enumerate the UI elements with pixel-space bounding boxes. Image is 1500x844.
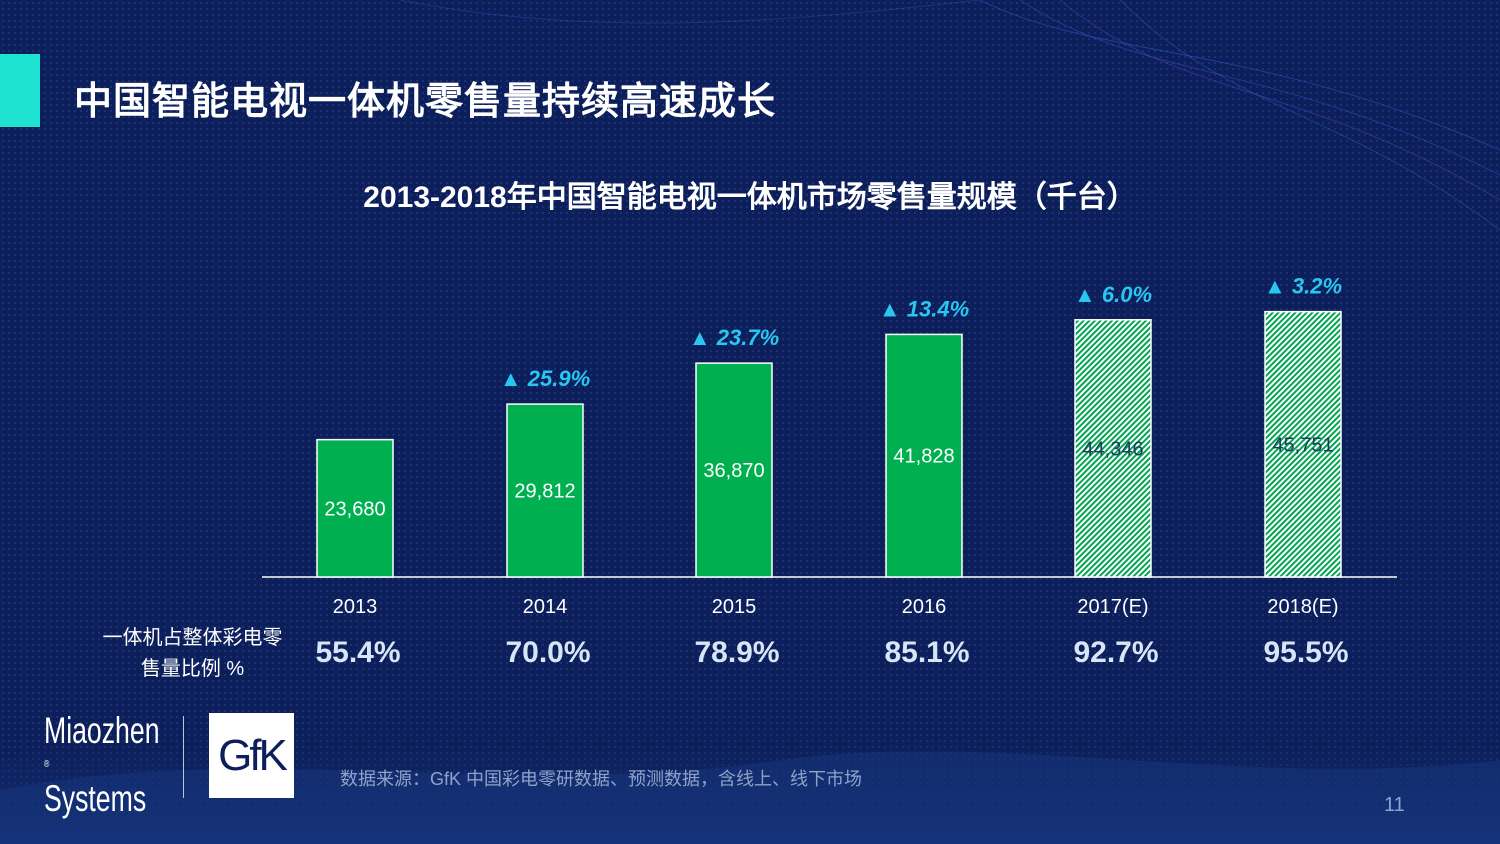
bar-value-label: 44,346	[1082, 438, 1143, 460]
share-value: 70.0%	[505, 636, 591, 669]
share-value: 55.4%	[315, 636, 401, 669]
miaozhen-logo: Miaozhen ® Systems	[44, 710, 160, 819]
share-value: 78.9%	[694, 636, 780, 669]
x-tick-label: 2016	[902, 596, 947, 618]
share-value: 95.5%	[1263, 636, 1349, 669]
growth-label: ▲ 13.4%	[879, 296, 969, 321]
x-tick-label: 2013	[333, 596, 378, 618]
x-tick-label: 2018(E)	[1267, 596, 1338, 618]
page-number: 11	[1384, 794, 1405, 816]
gfk-logo: GfK	[209, 713, 294, 798]
growth-label: ▲ 25.9%	[500, 366, 590, 391]
share-value: 92.7%	[1073, 636, 1159, 669]
x-tick-label: 2014	[523, 596, 568, 618]
bar-value-label: 41,828	[893, 446, 954, 468]
growth-label: ▲ 6.0%	[1074, 282, 1152, 307]
chart-title: 2013-2018年中国智能电视一体机市场零售量规模（千台）	[363, 181, 1137, 214]
growth-label: ▲ 3.2%	[1264, 274, 1342, 299]
bar-2016	[885, 333, 963, 578]
source-note: 数据来源：GfK 中国彩电零研数据、预测数据，含线上、线下市场	[340, 769, 863, 789]
miaozhen-logo-line2: Systems	[44, 778, 147, 819]
x-tick-label: 2017(E)	[1077, 596, 1148, 618]
bar-2017(E)	[1074, 319, 1152, 578]
bar-2014	[506, 403, 584, 578]
x-tick-label: 2015	[712, 596, 757, 618]
bar-value-label: 36,870	[703, 460, 764, 482]
bar-value-label: 29,812	[514, 481, 575, 503]
registered-mark: ®	[44, 759, 50, 770]
title-accent-bar	[0, 54, 40, 127]
share-value: 85.1%	[884, 636, 970, 669]
miaozhen-logo-line1: Miaozhen	[44, 710, 160, 751]
share-row-label: 一体机占整体彩电零售量比例 %	[102, 627, 283, 680]
page-title: 中国智能电视一体机零售量持续高速成长	[74, 81, 777, 123]
bar-value-label: 23,680	[324, 498, 385, 520]
growth-label: ▲ 23.7%	[689, 325, 779, 350]
bar-value-label: 45,751	[1272, 434, 1333, 456]
bar-2013	[316, 438, 394, 578]
logo-divider	[183, 716, 184, 798]
bar-2015	[695, 362, 773, 578]
bar-2018(E)	[1264, 310, 1342, 578]
